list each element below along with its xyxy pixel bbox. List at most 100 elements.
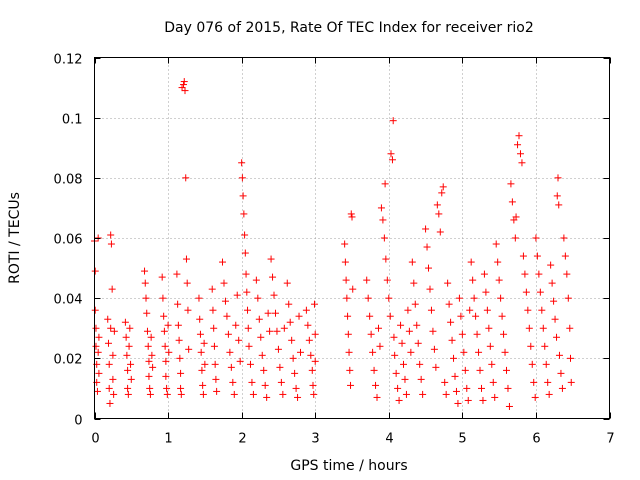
data-point	[454, 399, 462, 407]
data-point	[264, 309, 272, 317]
data-point	[389, 117, 397, 125]
y-tick-label: 0.1	[62, 113, 83, 128]
data-point	[385, 294, 393, 302]
data-point	[163, 384, 171, 392]
data-point	[177, 369, 185, 377]
data-point	[439, 183, 447, 191]
data-point	[433, 201, 441, 209]
data-point	[269, 273, 277, 281]
data-point	[536, 288, 544, 296]
data-point	[248, 378, 256, 386]
data-point	[244, 324, 252, 332]
data-point	[104, 315, 112, 323]
data-point	[295, 312, 303, 320]
data-point	[212, 375, 220, 383]
y-tick-label: 0.12	[54, 53, 83, 68]
data-point	[211, 360, 219, 368]
x-tick-label: 4	[385, 432, 393, 447]
data-point	[311, 357, 319, 365]
data-point	[400, 360, 407, 368]
data-point	[445, 300, 453, 308]
data-point	[127, 375, 135, 383]
data-point	[147, 333, 155, 341]
data-point	[343, 294, 351, 302]
data-point	[401, 375, 409, 383]
data-point	[348, 213, 356, 221]
data-point	[447, 318, 455, 326]
data-point	[160, 327, 168, 335]
data-point	[309, 381, 317, 389]
data-point	[436, 228, 444, 236]
data-point	[561, 252, 569, 260]
data-point	[369, 348, 377, 356]
data-point	[476, 366, 484, 374]
data-point	[239, 192, 247, 200]
data-point	[246, 360, 254, 368]
data-point	[544, 378, 552, 386]
data-point	[142, 294, 150, 302]
data-point	[373, 393, 381, 401]
data-point	[260, 366, 268, 374]
data-point	[263, 393, 271, 401]
data-point	[482, 288, 490, 296]
data-point	[535, 270, 543, 278]
data-point	[238, 174, 246, 182]
data-point	[124, 366, 132, 374]
data-point	[252, 276, 260, 284]
data-point	[240, 210, 248, 218]
x-axis-label: GPS time / hours	[290, 458, 407, 474]
data-point	[280, 324, 288, 332]
data-point	[423, 243, 431, 251]
data-point	[311, 330, 319, 338]
data-point	[494, 258, 502, 266]
data-point	[122, 333, 130, 341]
data-point	[489, 378, 497, 386]
data-point	[158, 273, 166, 281]
data-point	[366, 312, 374, 320]
data-point	[182, 255, 190, 263]
data-point	[261, 381, 269, 389]
data-point	[501, 348, 509, 356]
data-point	[302, 306, 310, 314]
data-point	[224, 330, 232, 338]
data-point	[110, 327, 118, 335]
data-point	[461, 366, 469, 374]
data-point	[372, 381, 380, 389]
data-point	[197, 348, 205, 356]
data-point	[390, 333, 398, 341]
data-point	[126, 324, 134, 332]
data-point	[379, 216, 387, 224]
data-point	[149, 363, 157, 371]
data-point	[144, 342, 152, 350]
data-point	[519, 252, 527, 260]
data-point	[141, 267, 149, 275]
data-point	[383, 276, 391, 284]
data-point	[232, 321, 240, 329]
data-point	[542, 360, 550, 368]
data-point	[341, 240, 349, 248]
data-point	[374, 324, 382, 332]
data-point	[364, 294, 372, 302]
x-tick-label: 0	[91, 432, 99, 447]
data-point	[548, 279, 556, 287]
data-point	[230, 390, 238, 398]
data-point	[398, 339, 406, 347]
data-point	[495, 276, 503, 284]
data-point	[429, 327, 437, 335]
data-point	[426, 285, 434, 293]
data-point	[345, 348, 353, 356]
data-point	[285, 300, 293, 308]
data-point	[555, 351, 563, 359]
data-point	[274, 345, 282, 353]
data-point	[279, 390, 287, 398]
data-point	[270, 291, 278, 299]
data-point	[196, 315, 204, 323]
data-point	[505, 402, 513, 410]
data-point	[174, 300, 182, 308]
data-point	[199, 381, 207, 389]
data-point	[107, 231, 115, 239]
data-point	[283, 279, 291, 287]
data-point	[105, 384, 113, 392]
data-point	[94, 348, 102, 356]
data-point	[367, 330, 375, 338]
